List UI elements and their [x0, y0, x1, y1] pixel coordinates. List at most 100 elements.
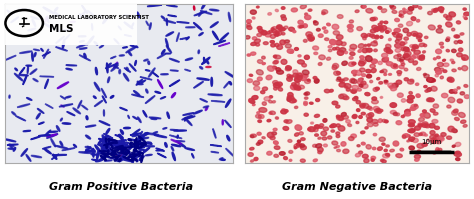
Ellipse shape: [302, 63, 307, 67]
Ellipse shape: [363, 103, 369, 108]
Ellipse shape: [128, 139, 131, 141]
Ellipse shape: [146, 154, 152, 156]
Ellipse shape: [460, 92, 465, 95]
Ellipse shape: [384, 120, 388, 122]
Ellipse shape: [153, 132, 157, 134]
Ellipse shape: [277, 25, 282, 29]
Ellipse shape: [191, 154, 194, 158]
Ellipse shape: [314, 79, 319, 83]
Ellipse shape: [23, 130, 31, 132]
Ellipse shape: [85, 125, 96, 127]
Ellipse shape: [367, 118, 373, 122]
Ellipse shape: [457, 99, 463, 103]
Ellipse shape: [298, 55, 301, 57]
Ellipse shape: [139, 154, 141, 156]
Ellipse shape: [291, 51, 293, 53]
Ellipse shape: [277, 45, 283, 49]
Ellipse shape: [462, 55, 468, 60]
Ellipse shape: [149, 23, 151, 29]
Ellipse shape: [141, 80, 146, 83]
Ellipse shape: [171, 146, 173, 151]
Ellipse shape: [369, 107, 373, 110]
Ellipse shape: [392, 10, 397, 13]
Ellipse shape: [166, 19, 167, 25]
Ellipse shape: [45, 130, 51, 136]
Ellipse shape: [371, 59, 377, 63]
Ellipse shape: [337, 77, 341, 80]
Ellipse shape: [144, 59, 148, 61]
Ellipse shape: [246, 26, 252, 29]
Ellipse shape: [401, 61, 404, 63]
Ellipse shape: [343, 149, 349, 153]
Ellipse shape: [360, 68, 365, 72]
Ellipse shape: [456, 35, 460, 38]
Ellipse shape: [251, 135, 254, 138]
Ellipse shape: [19, 67, 25, 74]
Ellipse shape: [398, 45, 401, 48]
Ellipse shape: [336, 124, 340, 127]
Ellipse shape: [275, 83, 278, 86]
Ellipse shape: [464, 17, 467, 20]
Ellipse shape: [409, 120, 415, 124]
Ellipse shape: [374, 41, 377, 43]
Ellipse shape: [57, 30, 71, 31]
Ellipse shape: [370, 29, 376, 33]
Ellipse shape: [274, 55, 281, 59]
Ellipse shape: [361, 81, 366, 85]
Ellipse shape: [118, 159, 121, 162]
Ellipse shape: [349, 20, 354, 23]
Ellipse shape: [98, 144, 102, 145]
FancyBboxPatch shape: [5, 4, 137, 45]
Ellipse shape: [446, 22, 452, 27]
Ellipse shape: [110, 152, 113, 155]
Ellipse shape: [138, 149, 141, 154]
Ellipse shape: [378, 61, 382, 64]
Ellipse shape: [418, 124, 423, 127]
Ellipse shape: [400, 59, 403, 62]
Ellipse shape: [359, 151, 363, 154]
Ellipse shape: [417, 36, 421, 39]
Ellipse shape: [177, 22, 189, 23]
Ellipse shape: [131, 160, 133, 163]
Ellipse shape: [332, 48, 336, 50]
Ellipse shape: [101, 153, 109, 154]
Ellipse shape: [100, 45, 103, 48]
Ellipse shape: [428, 11, 432, 15]
Ellipse shape: [30, 17, 39, 19]
Ellipse shape: [394, 55, 399, 59]
Ellipse shape: [92, 150, 95, 152]
Ellipse shape: [358, 61, 365, 66]
Ellipse shape: [32, 53, 33, 61]
Ellipse shape: [123, 156, 131, 160]
Ellipse shape: [60, 141, 63, 146]
Ellipse shape: [205, 107, 208, 110]
Ellipse shape: [319, 124, 324, 127]
Ellipse shape: [294, 48, 299, 50]
Ellipse shape: [447, 77, 454, 82]
Ellipse shape: [104, 156, 106, 160]
Text: Gram Positive Bacteria: Gram Positive Bacteria: [49, 182, 193, 192]
Ellipse shape: [128, 150, 133, 159]
Ellipse shape: [360, 103, 365, 107]
Ellipse shape: [310, 102, 313, 104]
Ellipse shape: [400, 57, 405, 60]
Ellipse shape: [284, 40, 290, 43]
Ellipse shape: [297, 73, 302, 76]
Ellipse shape: [294, 144, 299, 148]
Ellipse shape: [395, 40, 399, 43]
Ellipse shape: [374, 109, 380, 113]
Ellipse shape: [342, 115, 348, 119]
Ellipse shape: [318, 137, 321, 139]
Ellipse shape: [341, 142, 346, 146]
Ellipse shape: [86, 116, 88, 120]
Ellipse shape: [110, 56, 116, 59]
Ellipse shape: [136, 140, 139, 149]
Ellipse shape: [119, 146, 124, 154]
Ellipse shape: [126, 152, 129, 155]
Ellipse shape: [322, 137, 327, 140]
Ellipse shape: [337, 35, 343, 40]
Ellipse shape: [407, 11, 412, 14]
Ellipse shape: [273, 83, 280, 88]
Ellipse shape: [300, 25, 303, 28]
Ellipse shape: [458, 112, 465, 118]
